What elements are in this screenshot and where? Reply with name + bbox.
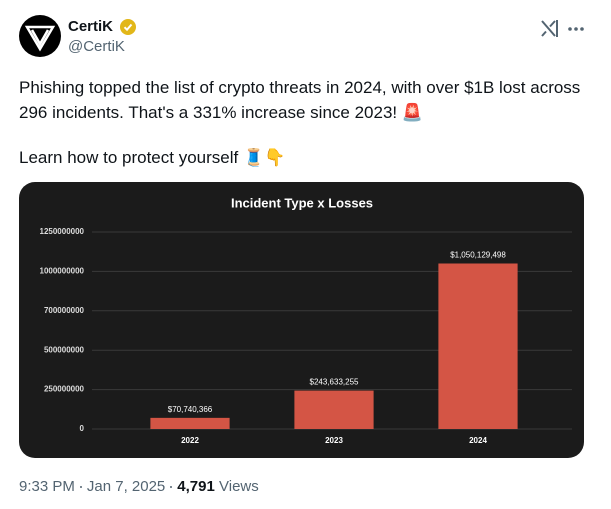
value-label: $1,050,129,498 xyxy=(450,251,506,260)
time[interactable]: 9:33 PM xyxy=(19,478,75,495)
bar xyxy=(294,390,374,429)
more-menu[interactable] xyxy=(568,27,584,31)
x-tick-label: 2022 xyxy=(181,436,199,445)
grok-icon[interactable] xyxy=(541,20,558,37)
y-tick-label: 1000000000 xyxy=(40,267,85,276)
verified-badge xyxy=(120,19,136,35)
y-tick-label: 1250000000 xyxy=(40,227,85,236)
views-count: 4,791 xyxy=(177,478,215,495)
x-tick-label: 2024 xyxy=(469,436,487,445)
bar xyxy=(150,417,230,429)
views-label: Views xyxy=(219,478,259,495)
paragraph: Learn how to protect yourself 🧵👇 xyxy=(19,148,286,167)
separator xyxy=(170,486,173,489)
y-tick-label: 0 xyxy=(80,424,85,433)
x-tick-label: 2023 xyxy=(325,436,343,445)
value-label: $70,740,366 xyxy=(168,405,213,414)
avatar[interactable] xyxy=(19,15,61,57)
y-tick-label: 500000000 xyxy=(44,345,85,354)
chart: Incident Type x Losses 0 250000000 5000000… xyxy=(40,195,572,445)
value-label: $243,633,255 xyxy=(310,378,359,387)
chart-card[interactable]: Incident Type x Losses 0 250000000 5000000… xyxy=(19,182,584,458)
header-icons xyxy=(19,15,584,57)
user-name[interactable]: CertiK xyxy=(68,18,114,35)
y-tick-label: 700000000 xyxy=(44,306,85,315)
y-tick-label: 250000000 xyxy=(44,385,85,394)
chart-title: Incident Type x Losses xyxy=(231,195,373,210)
avatar-logo xyxy=(24,25,56,52)
user-handle[interactable]: @CertiK xyxy=(68,38,125,55)
date[interactable]: Jan 7, 2025 xyxy=(86,478,166,495)
post-text: Phishing topped the list of crypto threa… xyxy=(19,75,591,190)
separator xyxy=(79,486,82,489)
paragraph: Phishing topped the list of crypto threa… xyxy=(19,78,581,122)
bar xyxy=(438,263,518,429)
footer: 9:33 PM Jan 7, 2025 4,791 Views xyxy=(19,478,259,495)
